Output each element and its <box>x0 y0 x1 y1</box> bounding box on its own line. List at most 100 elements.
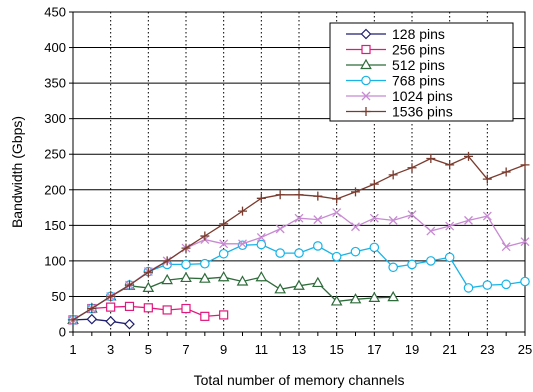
data-point <box>236 275 249 286</box>
data-point <box>106 302 116 312</box>
data-point <box>407 259 417 270</box>
data-point <box>238 239 247 249</box>
data-point <box>332 208 342 217</box>
data-point <box>256 239 267 250</box>
series-line <box>72 318 130 325</box>
data-point <box>444 252 455 263</box>
data-point <box>312 276 324 288</box>
legend-item: 768 pins <box>346 73 445 89</box>
data-point <box>238 206 247 216</box>
legend-label: 256 pins <box>392 42 445 58</box>
data-point <box>105 315 117 327</box>
data-point <box>369 179 379 189</box>
y-tick-label: 300 <box>44 111 66 126</box>
x-tick-label: 19 <box>405 342 419 357</box>
data-point <box>162 305 172 315</box>
y-tick-label: 400 <box>44 40 66 55</box>
data-point <box>464 215 473 225</box>
legend-marker <box>361 91 371 101</box>
legend-item: 128 pins <box>346 26 445 42</box>
data-point <box>501 167 511 177</box>
data-point <box>143 267 153 277</box>
data-point <box>351 187 360 197</box>
series-1536-pins <box>68 151 530 325</box>
data-point <box>162 256 172 266</box>
data-point <box>313 241 323 251</box>
x-tick-label: 7 <box>182 342 189 357</box>
y-axis-label: Bandwidth (Gbps) <box>9 116 25 228</box>
data-point <box>274 283 286 294</box>
data-point <box>87 304 97 314</box>
data-point <box>180 271 192 283</box>
y-tick-label: 200 <box>44 182 66 197</box>
legend-label: 1536 pins <box>392 104 453 120</box>
data-point <box>501 279 511 290</box>
data-point <box>199 272 211 283</box>
data-point <box>463 283 474 293</box>
y-tick-label: 100 <box>44 253 66 268</box>
y-tick-label: 50 <box>52 289 66 304</box>
data-point <box>482 174 492 184</box>
data-point <box>332 194 342 204</box>
data-point <box>219 239 229 249</box>
data-point <box>161 273 173 285</box>
data-point <box>482 211 492 221</box>
data-point <box>200 231 210 241</box>
legend-label: 768 pins <box>392 73 445 89</box>
legend-marker <box>361 107 371 116</box>
legend-box <box>329 22 514 122</box>
data-point <box>407 163 417 173</box>
data-point <box>275 190 285 200</box>
data-point <box>387 290 399 302</box>
data-point <box>200 311 210 321</box>
data-point <box>426 226 436 236</box>
legend-marker <box>360 58 372 70</box>
data-point <box>181 259 191 270</box>
legend-item: 1536 pins <box>346 104 453 120</box>
x-tick-label: 3 <box>107 342 114 357</box>
data-point <box>482 280 493 290</box>
data-point <box>351 222 360 232</box>
data-point <box>388 215 398 225</box>
data-point <box>313 191 323 201</box>
data-point <box>181 303 191 314</box>
y-tick-label: 450 <box>44 5 66 20</box>
data-point <box>219 310 229 320</box>
data-point <box>520 276 530 287</box>
data-point <box>520 237 530 247</box>
data-point <box>125 280 134 290</box>
x-tick-label: 11 <box>255 342 269 357</box>
y-tick-label: 350 <box>44 76 66 91</box>
data-point <box>520 160 530 170</box>
data-point <box>501 242 511 252</box>
legend-label: 1024 pins <box>392 88 453 104</box>
series-512-pins <box>67 271 399 325</box>
data-point <box>294 190 304 200</box>
data-point <box>275 248 285 258</box>
x-tick-label: 25 <box>518 342 532 357</box>
data-point <box>368 291 381 302</box>
data-point <box>294 248 304 258</box>
data-point <box>293 279 305 290</box>
x-tick-label: 9 <box>220 342 227 357</box>
data-point <box>143 303 153 313</box>
data-point <box>275 224 285 234</box>
x-axis-label: Total number of memory channels <box>194 372 405 388</box>
data-point <box>256 232 266 242</box>
data-point <box>124 318 135 330</box>
data-point <box>142 281 155 293</box>
y-tick-label: 150 <box>44 218 66 233</box>
data-point <box>426 153 436 163</box>
data-point <box>445 160 455 170</box>
data-point <box>445 221 455 231</box>
data-point <box>256 193 266 203</box>
x-tick-label: 21 <box>442 342 456 357</box>
data-point <box>219 219 229 229</box>
data-point <box>294 213 304 223</box>
data-point <box>218 248 229 259</box>
x-tick-label: 15 <box>329 342 343 357</box>
data-point <box>464 151 473 161</box>
